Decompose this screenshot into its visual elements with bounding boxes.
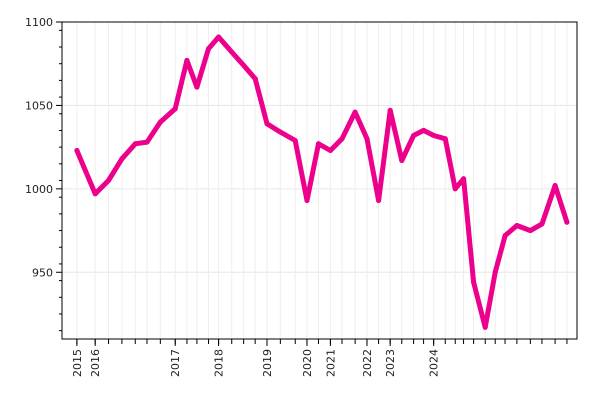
y-tick-label: 1000 [25, 183, 53, 196]
data-point [184, 57, 190, 63]
data-point [564, 219, 570, 225]
data-point [316, 141, 321, 147]
x-axis-ticks: 2015 2016 2017 2018 2019 2020 2021 2022 2023 2024 [71, 339, 441, 377]
data-point [539, 221, 545, 227]
grid [62, 21, 577, 339]
data-point [461, 176, 467, 182]
data-point [502, 233, 508, 239]
data-point [92, 191, 98, 197]
data-point [514, 223, 520, 228]
x-tick-label: 2017 [169, 349, 182, 377]
data-point [277, 129, 283, 135]
data-point [194, 84, 200, 90]
data-point [376, 198, 382, 203]
data-point [527, 228, 533, 234]
data-point [229, 49, 235, 55]
data-point [452, 186, 458, 192]
data-point [264, 121, 270, 127]
data-point [119, 156, 125, 162]
x-tick-label: 2018 [213, 349, 226, 377]
y-tick-label: 950 [32, 266, 53, 279]
data-point [144, 139, 150, 145]
data-point [216, 34, 222, 40]
x-tick-label: 2023 [384, 349, 397, 377]
data-point [387, 107, 393, 113]
data-point [482, 324, 488, 330]
x-tick-label: 2024 [428, 349, 441, 377]
data-point [106, 178, 111, 183]
y-tick-label: 1050 [25, 99, 53, 112]
x-tick-label: 2021 [324, 349, 337, 377]
x-tick-label: 2020 [301, 349, 314, 377]
x-tick-label: 2022 [361, 349, 374, 377]
data-point [292, 138, 298, 143]
data-point [339, 136, 345, 142]
data-point [241, 62, 247, 68]
data-point [411, 133, 417, 138]
data-point [304, 198, 310, 203]
data-point [74, 148, 80, 153]
data-point [364, 136, 370, 142]
data-point [132, 141, 138, 147]
data-point [327, 148, 333, 153]
data-point [552, 183, 558, 188]
data-point [352, 109, 358, 115]
series-layer [74, 34, 570, 330]
x-tick-label: 2016 [89, 349, 102, 377]
data-point [421, 127, 427, 133]
data-point [399, 158, 405, 163]
data-point [431, 133, 437, 138]
data-point [252, 76, 258, 82]
axes [59, 21, 578, 344]
x-tick-label: 2019 [261, 349, 274, 377]
series-line [74, 34, 570, 330]
data-point [206, 46, 211, 52]
data-point [172, 106, 178, 112]
x-tick-label: 2015 [71, 349, 84, 377]
data-point [157, 119, 163, 125]
y-tick-label: 1100 [25, 16, 53, 29]
data-point [492, 269, 498, 275]
data-point [442, 136, 448, 142]
plot-frame [61, 21, 578, 340]
data-point [471, 279, 477, 285]
y-axis-ticks: 950 1000 1050 1100 [25, 16, 62, 279]
